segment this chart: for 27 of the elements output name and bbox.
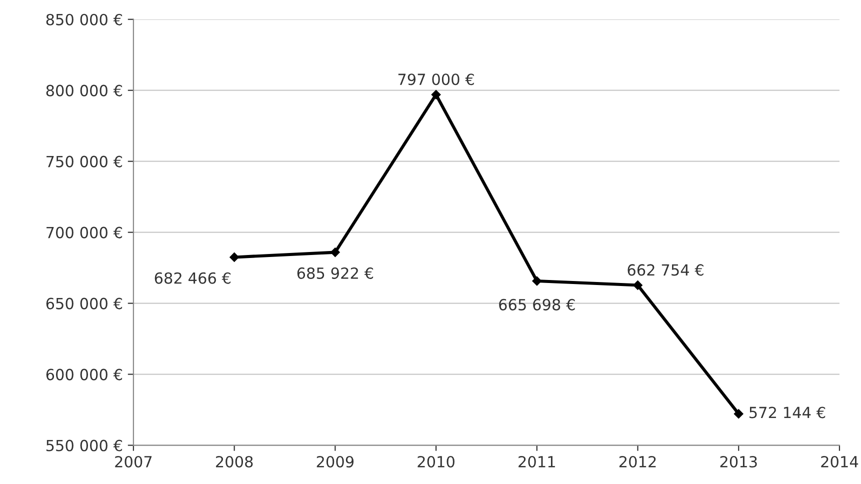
y-tick-label: 600 000 € bbox=[46, 368, 122, 380]
x-tick-label: 2014 bbox=[821, 456, 858, 468]
y-tick-label: 700 000 € bbox=[46, 226, 122, 238]
x-tick-label: 2009 bbox=[316, 456, 354, 468]
data-label: 572 144 € bbox=[750, 406, 826, 418]
y-tick-label: 850 000 € bbox=[46, 14, 122, 26]
x-tick-label: 2008 bbox=[216, 456, 253, 468]
data-label: 685 922 € bbox=[297, 267, 374, 279]
x-tick-label: 2007 bbox=[115, 456, 152, 468]
data-label: 682 466 € bbox=[154, 272, 231, 284]
x-tick-label: 2013 bbox=[720, 456, 757, 468]
y-tick-label: 550 000 € bbox=[46, 440, 122, 452]
x-tick-label: 2012 bbox=[619, 456, 656, 468]
y-tick-label: 800 000 € bbox=[46, 84, 122, 96]
point bbox=[633, 280, 642, 290]
x-tick-label: 2011 bbox=[518, 456, 555, 468]
point bbox=[431, 90, 441, 100]
point bbox=[230, 252, 239, 262]
data-label: 665 698 € bbox=[499, 298, 575, 310]
data-label: 797 000 € bbox=[398, 74, 474, 86]
data-label: 662 754 € bbox=[628, 264, 704, 276]
point bbox=[532, 276, 542, 286]
point bbox=[330, 248, 340, 257]
y-tick-label: 650 000 € bbox=[46, 298, 122, 310]
x-tick-label: 2010 bbox=[418, 456, 454, 468]
y-tick-label: 750 000 € bbox=[46, 156, 122, 168]
point bbox=[734, 409, 744, 418]
